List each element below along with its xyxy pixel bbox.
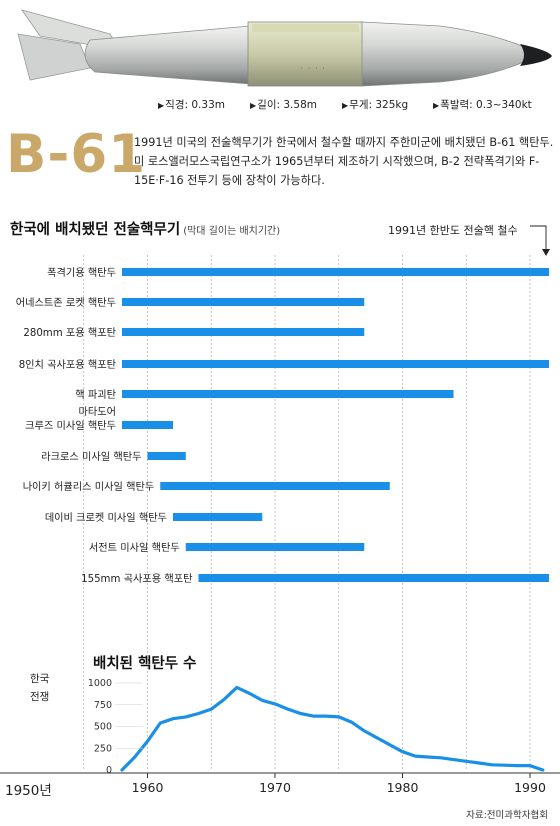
withdraw-arrow-icon: [530, 225, 547, 252]
bar-label: 핵 파괴탄: [75, 389, 116, 401]
chart-title: 한국에 배치됐던 전술핵무기 (막대 길이는 배치기간): [10, 218, 280, 239]
source-note: 자료:전미과학자협회: [466, 810, 548, 821]
warhead-count-title: 배치된 핵탄두 수: [93, 656, 197, 672]
line-chart: 0 250 500 750 1000: [88, 678, 545, 776]
korean-war-label: 한국 전쟁: [30, 673, 50, 703]
bar-label: 8인치 곡사포용 핵포탄: [19, 359, 117, 371]
bar-label: 서전트 미사일 핵탄두: [89, 542, 180, 554]
arrow-head-icon: [542, 249, 550, 256]
x-tick-label: 1980: [387, 780, 419, 795]
spec-yield: ▶폭발력: 0.3~340kt: [433, 99, 532, 111]
bar-label: 데이비 크로켓 미사일 핵탄두: [45, 512, 167, 524]
spec-diameter: ▶직경: 0.33m: [158, 99, 225, 111]
y-tick-label: 500: [94, 722, 112, 733]
y-tick-label: 250: [94, 743, 112, 754]
chart-subtitle: (막대 길이는 배치기간): [183, 226, 281, 237]
triangle-bullet-icon: ▶: [342, 101, 349, 110]
spec-length: ▶길이: 3.58m: [250, 99, 317, 111]
bar-11: [198, 574, 549, 582]
bar-2: [122, 298, 365, 306]
bar-label: 280mm 포용 핵포탄: [23, 327, 116, 339]
bar-10: [185, 543, 365, 551]
big-title: B-61: [6, 124, 147, 185]
bar-label: 라크로스 미사일 핵탄두: [41, 451, 141, 463]
b61-bomb-image: · · · ·: [17, 9, 552, 87]
gridlines: [83, 225, 550, 770]
y-tick-label: 0: [106, 765, 112, 776]
bar-4: [122, 360, 549, 368]
warhead-count-line: [120, 685, 545, 772]
bar-5: [122, 390, 454, 398]
bar-3: [122, 328, 365, 336]
triangle-bullet-icon: ▶: [158, 101, 165, 110]
description: 1991년 미국의 전술핵무기가 한국에서 철수할 때까지 주한미군에 배치됐던…: [134, 136, 554, 187]
bar-label: 폭격기용 핵탄두: [47, 266, 116, 279]
bar-1: [122, 268, 549, 276]
bar-label: 어네스트존 로켓 핵탄두: [16, 297, 116, 309]
bar-7: [147, 452, 186, 460]
x-tick-label: 1970: [259, 780, 291, 795]
x-start-label: 1950년: [5, 783, 52, 799]
x-tick-label: 1990: [514, 780, 546, 795]
withdraw-annotation: 1991년 한반도 전술핵 철수: [388, 224, 518, 237]
bar-label: 마타도어: [79, 406, 117, 418]
bar-label: 나이키 허큘리스 미사일 핵탄두: [23, 481, 155, 493]
spec-weight: ▶무게: 325kg: [342, 99, 409, 111]
triangle-bullet-icon: ▶: [250, 101, 257, 110]
triangle-bullet-icon: ▶: [433, 101, 440, 110]
bar-label: 크루즈 미사일 핵탄두: [25, 420, 116, 432]
y-tick-label: 750: [94, 700, 112, 711]
bar-9: [173, 513, 263, 521]
x-tick-label: 1960: [132, 780, 164, 795]
bar-label: 155mm 곡사포용 핵포탄: [81, 573, 193, 585]
svg-text:· · · ·: · · · ·: [300, 65, 325, 72]
x-axis: 1960 1970 1980 1990: [0, 772, 560, 795]
chart-title-main: 한국에 배치됐던 전술핵무기: [10, 222, 181, 238]
bar-6: [122, 421, 173, 429]
bar-8: [160, 482, 390, 490]
y-tick-label: 1000: [88, 678, 112, 689]
